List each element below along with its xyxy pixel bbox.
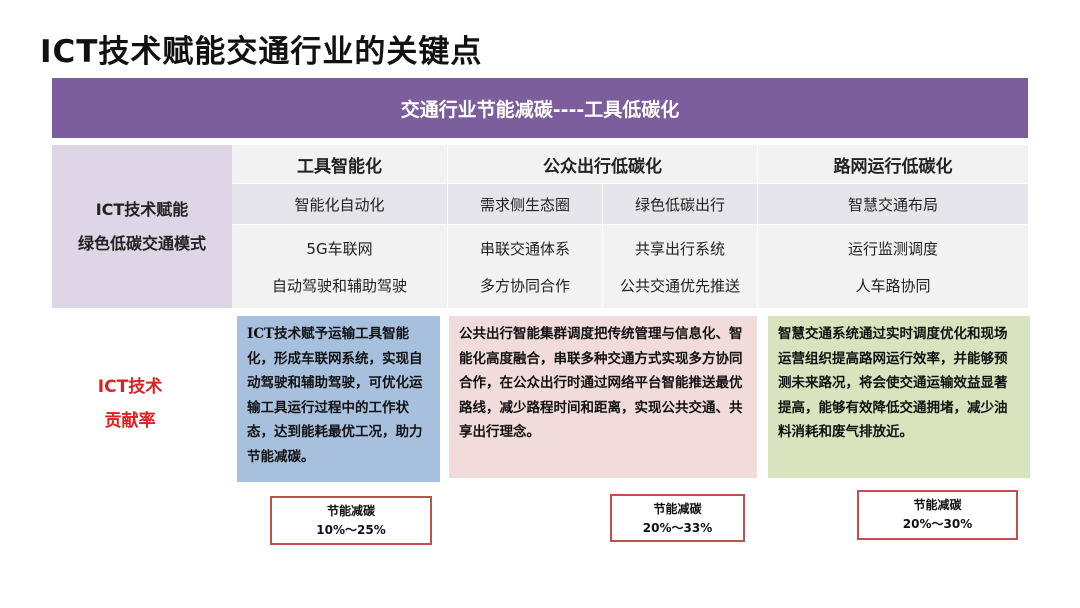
header-public-travel: 公众出行低碳化 [447,145,757,183]
row2-item: 串联交通体系 [479,239,570,258]
left-label-line-1: ICT技术赋能 [95,199,189,219]
row2-cell: 5G车联网自动驾驶和辅助驾驶 [232,225,447,308]
rate-box-tools: 节能减碳 10%～25% [270,496,432,545]
header-road-network: 路网运行低碳化 [757,145,1028,183]
row1-cell: 绿色低碳出行 [603,184,757,224]
rate-value: 10%～25% [316,523,386,537]
contribution-label: ICT技术 贡献率 [80,370,180,438]
section-banner: 交通行业节能减碳----工具低碳化 [52,78,1028,138]
row2-item: 人车路协同 [855,276,931,295]
header-tools: 工具智能化 [232,145,447,183]
rate-box-road-network: 节能减碳 20%～30% [857,490,1018,540]
description-tools: ICT技术赋予运输工具智能化，形成车联网系统，实现自动驾驶和辅助驾驶，可优化运输… [237,316,440,482]
row2-item: 共享出行系统 [634,239,725,258]
contribution-label-line-1: ICT技术 [97,377,163,397]
contribution-label-line-2: 贡献率 [104,411,156,431]
row1-cell: 智慧交通布局 [758,184,1028,224]
row1-cell: 需求侧生态圈 [448,184,602,224]
description-public-travel: 公共出行智能集群调度把传统管理与信息化、智能化高度融合，串联多种交通方式实现多方… [449,316,757,478]
row1-cell: 智能化自动化 [232,184,447,224]
row2-cell: 共享出行系统 公共交通优先推送 [603,225,757,308]
left-label: ICT技术赋能 绿色低碳交通模式 [52,145,232,308]
row2-cell: 运行监测调度 人车路协同 [758,225,1028,308]
rate-box-public-travel: 节能减碳 20%～33% [610,494,745,542]
row2-item: 运行监测调度 [847,239,938,258]
rate-label: 节能减碳 [326,504,375,518]
rate-value: 20%～33% [642,521,713,535]
row2-cell: 串联交通体系 多方协同合作 [448,225,602,308]
rate-label: 节能减碳 [653,502,702,516]
left-label-line-2: 绿色低碳交通模式 [77,233,206,253]
row2-item: 5G车联网 [306,239,373,258]
row2-item: 自动驾驶和辅助驾驶 [271,276,407,295]
rate-value: 20%～30% [902,517,973,531]
row2-item: 多方协同合作 [479,276,570,295]
row2-item: 公共交通优先推送 [619,276,740,295]
rate-label: 节能减碳 [913,498,962,512]
description-road-network: 智慧交通系统通过实时调度优化和现场运营组织提高路网运行效率，并能够预测未来路况，… [768,316,1030,478]
page-title: ICT技术赋能交通行业的关键点 [40,34,483,70]
